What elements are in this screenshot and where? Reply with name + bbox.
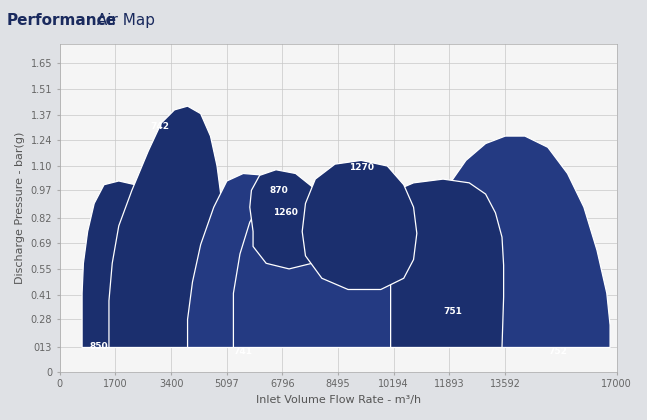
Polygon shape bbox=[348, 179, 503, 347]
Text: 870: 870 bbox=[270, 186, 289, 195]
Text: Air Map: Air Map bbox=[92, 13, 155, 28]
Text: 1260: 1260 bbox=[274, 208, 298, 217]
Polygon shape bbox=[109, 106, 225, 347]
Polygon shape bbox=[413, 136, 610, 347]
Polygon shape bbox=[188, 173, 296, 347]
Text: 752: 752 bbox=[548, 347, 567, 356]
Y-axis label: Discharge Pressure - bar(g): Discharge Pressure - bar(g) bbox=[15, 132, 25, 284]
Text: 742: 742 bbox=[150, 122, 170, 131]
Polygon shape bbox=[82, 181, 161, 347]
Text: 850: 850 bbox=[90, 342, 109, 351]
Polygon shape bbox=[250, 170, 325, 269]
Text: Performance: Performance bbox=[6, 13, 116, 28]
Polygon shape bbox=[234, 190, 391, 347]
Text: 741: 741 bbox=[234, 347, 253, 356]
Text: 751: 751 bbox=[443, 307, 463, 316]
X-axis label: Inlet Volume Flow Rate - m³/h: Inlet Volume Flow Rate - m³/h bbox=[256, 395, 421, 405]
Text: 1270: 1270 bbox=[349, 163, 374, 172]
Polygon shape bbox=[302, 160, 417, 289]
